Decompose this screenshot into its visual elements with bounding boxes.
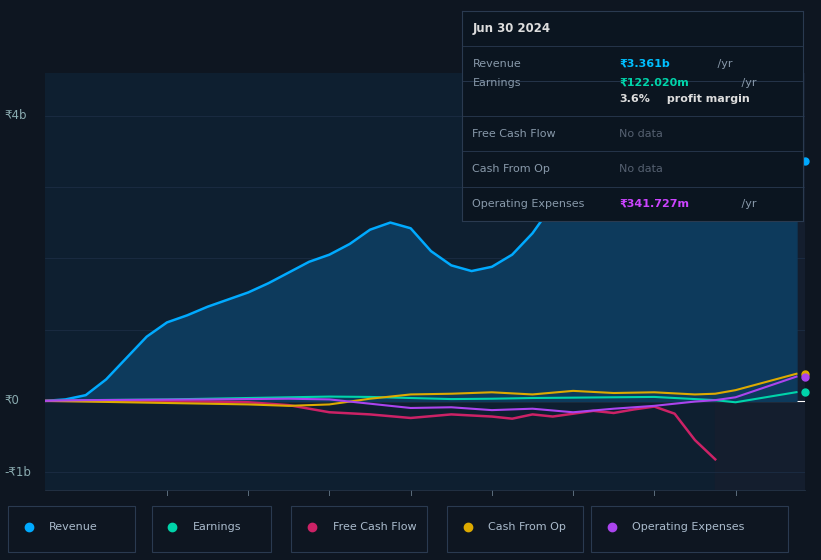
Text: profit margin: profit margin	[663, 94, 750, 104]
Text: Operating Expenses: Operating Expenses	[472, 199, 585, 209]
Text: -₹1b: -₹1b	[4, 466, 31, 479]
Text: ₹122.020m: ₹122.020m	[619, 78, 689, 88]
Text: Operating Expenses: Operating Expenses	[632, 521, 745, 531]
Text: /yr: /yr	[738, 78, 757, 88]
Text: Earnings: Earnings	[472, 78, 521, 88]
Text: Free Cash Flow: Free Cash Flow	[472, 129, 556, 139]
Text: 3.6%: 3.6%	[619, 94, 650, 104]
FancyBboxPatch shape	[152, 506, 271, 552]
Text: No data: No data	[619, 129, 663, 139]
Text: /yr: /yr	[714, 59, 733, 69]
Text: Cash From Op: Cash From Op	[472, 164, 550, 174]
Text: ₹3.361b: ₹3.361b	[619, 59, 670, 69]
Text: Revenue: Revenue	[472, 59, 521, 69]
Text: Earnings: Earnings	[193, 521, 241, 531]
Bar	[715, 73, 821, 490]
FancyBboxPatch shape	[291, 506, 427, 552]
FancyBboxPatch shape	[591, 506, 788, 552]
Text: Jun 30 2024: Jun 30 2024	[472, 22, 551, 35]
Text: ₹4b: ₹4b	[4, 109, 26, 122]
FancyBboxPatch shape	[447, 506, 583, 552]
Text: Free Cash Flow: Free Cash Flow	[333, 521, 416, 531]
Text: /yr: /yr	[738, 199, 757, 209]
Text: ₹341.727m: ₹341.727m	[619, 199, 689, 209]
Text: Cash From Op: Cash From Op	[488, 521, 566, 531]
FancyBboxPatch shape	[8, 506, 135, 552]
Text: Revenue: Revenue	[49, 521, 98, 531]
Text: No data: No data	[619, 164, 663, 174]
Text: ₹0: ₹0	[4, 394, 19, 407]
